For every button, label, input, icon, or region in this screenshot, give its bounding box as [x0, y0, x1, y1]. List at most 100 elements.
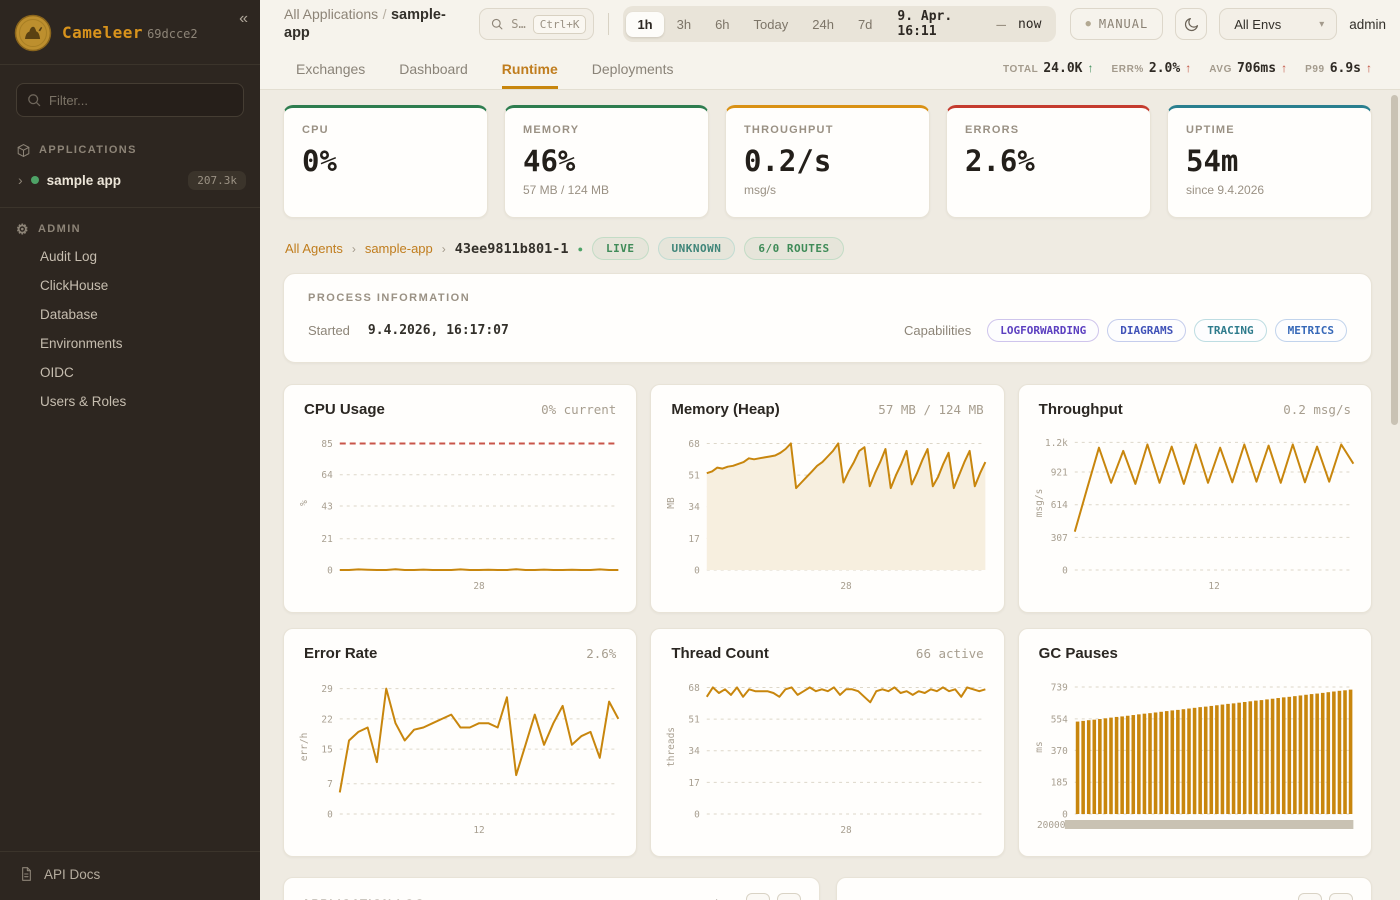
user-menu[interactable]: admin: [1349, 16, 1387, 32]
svg-text:64: 64: [321, 470, 333, 481]
download-icon[interactable]: ↓: [745, 893, 770, 900]
stat-total: TOTAL 24.0K ↑: [1003, 61, 1094, 76]
document-icon: [22, 867, 31, 881]
env-select-value: All Envs: [1234, 16, 1282, 32]
search-icon: [492, 18, 503, 30]
all-agents-link[interactable]: All Agents: [285, 241, 343, 256]
agent-breadcrumb: All Agents › sample-app › 43ee9811b801-1…: [283, 237, 1372, 260]
range-3h-button[interactable]: 3h: [666, 12, 702, 37]
svg-text:ms: ms: [1034, 741, 1045, 752]
chart-title: CPU Usage: [304, 401, 385, 418]
kpi-sub: since 9.4.2026: [1186, 183, 1265, 197]
svg-text:554: 554: [1050, 714, 1067, 725]
divider: [0, 207, 260, 208]
capabilities: Capabilities LOGFORWARDING DIAGRAMS TRAC…: [904, 319, 1347, 342]
log-entries-count: 100 entries: [655, 898, 734, 900]
svg-text:34: 34: [689, 502, 701, 513]
range-24h-button[interactable]: 24h: [801, 12, 845, 37]
dark-mode-toggle[interactable]: [1175, 8, 1208, 40]
kpi-card-cpu: CPU 0%: [283, 105, 488, 218]
cpu-usage-chart: 0 21 43 64 85% 28: [299, 439, 619, 592]
sidebar-item-clickhouse[interactable]: ClickHouse: [40, 278, 109, 293]
kpi-card-throughput: THROUGHPUT 0.2/s msg/s: [725, 105, 930, 218]
started-label: Started: [308, 323, 350, 338]
admin-section-label: ADMIN: [37, 223, 82, 235]
tab-deployments[interactable]: Deployments: [591, 60, 674, 77]
badge-routes: 6/0 ROUTES: [744, 237, 844, 260]
capability-diagrams: DIAGRAMS: [1107, 319, 1187, 342]
range-today-button[interactable]: Today: [743, 12, 800, 37]
tab-exchanges[interactable]: Exchanges: [296, 60, 366, 77]
svg-text:0: 0: [694, 809, 700, 820]
range-7d-button[interactable]: 7d: [847, 12, 883, 37]
tab-dashboard[interactable]: Dashboard: [399, 60, 468, 77]
agent-app-link[interactable]: sample-app: [364, 241, 433, 256]
search-shortcut: Ctrl+K: [532, 14, 587, 34]
kpi-label: UPTIME: [1186, 124, 1235, 136]
sidebar-item-database[interactable]: Database: [40, 307, 98, 322]
refresh-icon[interactable]: ↻: [776, 893, 801, 900]
refresh-icon[interactable]: ↻: [1329, 893, 1353, 900]
download-icon[interactable]: ↓: [1298, 893, 1322, 900]
range-1h-button[interactable]: 1h: [626, 11, 664, 37]
svg-text:28: 28: [841, 825, 853, 836]
chart-current-value: 0.2 msg/s: [1283, 402, 1351, 417]
sidebar-item-api-docs[interactable]: API Docs: [0, 851, 260, 900]
svg-text:28: 28: [841, 581, 853, 592]
breadcrumb-root[interactable]: All Applications: [284, 6, 379, 22]
chevron-right-icon[interactable]: ›: [18, 172, 23, 188]
vertical-scrollbar[interactable]: [1391, 95, 1398, 425]
time-from-value[interactable]: 9. Apr. 16:11: [897, 9, 953, 39]
stat-label: P99: [1305, 64, 1325, 75]
agent-id: 43ee9811b801-1: [454, 240, 569, 257]
sidebar-item-users-roles[interactable]: Users & Roles: [40, 394, 127, 409]
kpi-value: 2.6%: [965, 144, 1035, 178]
chart-current-value: 66 active: [915, 646, 984, 661]
sidebar-collapse-button[interactable]: «: [239, 10, 248, 27]
stat-value: 2.0%: [1148, 61, 1181, 76]
svg-text:739: 739: [1050, 683, 1067, 694]
timeline-title: Timeline: [855, 897, 912, 900]
breadcrumb: All Applications / sample-app: [284, 6, 465, 42]
sidebar-item-sample-app[interactable]: › sample app 207.3k: [0, 163, 260, 197]
chart-title: Error Rate: [304, 645, 378, 662]
svg-text:307: 307: [1050, 533, 1067, 544]
time-range-control: 1h 3h 6h Today 24h 7d 9. Apr. 16:11 – no…: [623, 6, 1057, 42]
svg-text:921: 921: [1050, 468, 1067, 479]
time-to-value[interactable]: now: [1017, 16, 1042, 32]
chart-current-value: 2.6%: [586, 646, 617, 661]
svg-text:185: 185: [1050, 778, 1067, 789]
trend-up-icon: ↑: [1366, 61, 1372, 75]
refresh-mode-button[interactable]: ● MANUAL: [1070, 8, 1164, 40]
stat-value: 24.0K: [1043, 61, 1083, 76]
global-search-button[interactable]: S… Ctrl+K: [479, 8, 595, 40]
chart-title: Throughput: [1038, 401, 1123, 418]
sidebar-item-audit-log[interactable]: Audit Log: [40, 249, 98, 264]
kpi-value: 46%: [523, 144, 576, 178]
svg-text:20000: 20000: [1037, 820, 1066, 831]
bottom-panels: APPLICATION LOG 100 entries ↓ ↻ Timeline…: [283, 877, 1372, 900]
stat-p99: P99 6.9s ↑: [1305, 61, 1372, 76]
env-select[interactable]: All Envs ▾: [1219, 8, 1338, 40]
capability-metrics: METRICS: [1274, 319, 1347, 342]
sidebar-item-oidc[interactable]: OIDC: [40, 365, 74, 380]
throughput-chart: 0 307 614 921 1.2k msg/s 12: [1034, 438, 1354, 592]
thread-count-chart-card: Thread Count 66 active 0 17 34 51 68 threads 2…: [650, 628, 1005, 857]
cpu-usage-chart-card: CPU Usage 0% current 0 21 43 64 85% 28: [283, 384, 638, 613]
sidebar-header: Cameleer 69dcce2 «: [0, 0, 260, 65]
camel-logo-icon: [14, 14, 52, 52]
chart-title: Thread Count: [671, 645, 769, 662]
applications-section-label: APPLICATIONS: [39, 144, 137, 156]
chevron-right-icon: ›: [351, 241, 356, 256]
chart-current-value: 0% current: [541, 402, 617, 417]
stat-label: ERR%: [1111, 64, 1144, 75]
svg-text:370: 370: [1050, 746, 1067, 757]
kpi-label: CPU: [302, 124, 329, 136]
svg-text:85: 85: [321, 439, 332, 450]
range-6h-button[interactable]: 6h: [704, 12, 740, 37]
svg-text:0: 0: [1062, 809, 1068, 820]
tab-runtime[interactable]: Runtime: [501, 48, 558, 89]
content: CPU 0% MEMORY 46% 57 MB / 124 MB THROUGH…: [260, 90, 1400, 900]
sidebar-filter-input[interactable]: [16, 83, 244, 117]
sidebar-item-environments[interactable]: Environments: [40, 336, 123, 351]
